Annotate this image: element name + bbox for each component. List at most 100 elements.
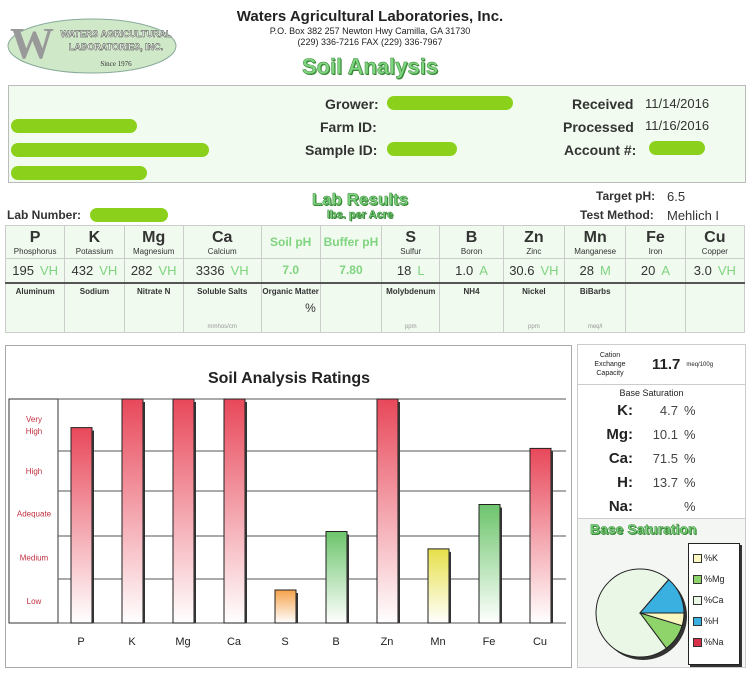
bar-Mg	[172, 398, 195, 624]
bar-S	[274, 589, 297, 624]
bar-shadow	[398, 402, 400, 623]
secondary-name: BiBarbs	[579, 286, 611, 296]
secondary-cell: Aluminum	[4, 281, 66, 333]
y-level-label: Low	[27, 597, 42, 606]
cec-label: Exchange	[594, 361, 626, 368]
farm-id-label: Farm ID:	[320, 119, 377, 135]
nutrient-value: 282	[130, 262, 153, 278]
legend-label: %H	[704, 616, 719, 626]
redacted-field	[11, 143, 209, 157]
bar-shadow	[296, 593, 298, 623]
bar-K	[121, 398, 144, 624]
nutrient-header: Ca Calcium	[182, 225, 262, 259]
nutrient-name: Magnesium	[133, 247, 175, 256]
element-value: 10.1	[652, 427, 678, 442]
processed-date: 11/16/2016	[645, 118, 710, 133]
lab-results-subtitle: lbs. per Acre	[326, 209, 394, 222]
nutrient-rating: VH	[230, 262, 249, 278]
bar-P	[70, 427, 93, 624]
base-saturation-row: H: 13.7%	[578, 474, 745, 498]
secondary-name: Soluble Salts	[197, 286, 248, 296]
element-value: 13.7	[652, 475, 678, 490]
sample-id-value	[387, 142, 457, 156]
test-method-label: Test Method:	[580, 208, 654, 222]
lab-number-label: Lab Number:	[7, 208, 82, 222]
nutrient-rating: A	[479, 262, 488, 278]
legend-swatch	[693, 595, 702, 605]
secondary-cell: NH4	[439, 281, 504, 333]
legend-item: %Na	[693, 635, 739, 649]
legend-item: %Ca	[693, 593, 739, 607]
nutrient-rating: L	[417, 262, 425, 278]
legend-label: %Mg	[704, 574, 725, 584]
legend-swatch	[693, 616, 702, 626]
legend-swatch	[693, 574, 702, 584]
grower-value	[387, 96, 513, 110]
secondary-unit: ppm	[528, 324, 540, 330]
secondary-cell: Sodium	[64, 281, 125, 333]
bar-Cu	[529, 447, 552, 624]
secondary-value: %	[305, 300, 316, 315]
soil-ratings-chart: Soil Analysis Ratings Low Medium Adequate Hi…	[5, 345, 572, 668]
base-saturation-row: K: 4.7%	[578, 402, 745, 426]
nutrient-rating: VH	[540, 262, 559, 278]
nutrient-value-cell: 28 M	[564, 258, 627, 283]
nutrient-header: Fe Iron	[625, 225, 686, 259]
logo-line2: LABORATORIES, INC.	[69, 42, 163, 52]
secondary-name: Aluminum	[15, 286, 55, 296]
y-level-label: High	[26, 467, 42, 476]
nutrient-value: 30.6	[509, 262, 535, 278]
nutrient-name: Phosphorus	[13, 247, 57, 256]
element-label: H:	[617, 474, 633, 491]
nutrient-value-cell: 30.6 VH	[502, 258, 566, 283]
nutrient-header: Cu Copper	[684, 225, 746, 259]
nutrient-value: 7.80	[339, 263, 363, 278]
x-tick-label: Mg	[175, 636, 190, 648]
lab-results-title: Lab Results	[311, 190, 409, 210]
secondary-unit: mmhos/cm	[207, 324, 237, 330]
legend-label: %Na	[704, 637, 724, 647]
element-label: Mg:	[606, 426, 633, 443]
nutrient-name: Boron	[460, 247, 483, 256]
nutrient-value: 7.0	[282, 263, 299, 278]
secondary-cell: BiBarbs meq/l	[564, 281, 627, 333]
cec-panel: Cation Exchange Capacity 11.7 meq/100g B…	[577, 344, 746, 527]
logo-letter: W	[10, 19, 54, 68]
nutrient-header: S Sulfur	[381, 225, 441, 259]
x-tick-label: Fe	[483, 636, 496, 648]
nutrient-name: Zinc	[526, 247, 542, 256]
y-level-label: Very	[26, 415, 42, 424]
company-address: P.O. Box 382 257 Newton Hwy Camilla, GA …	[269, 26, 471, 36]
nutrient-symbol: Fe	[646, 229, 665, 246]
nutrient-value: 20	[640, 262, 656, 278]
y-level-label: Medium	[20, 554, 49, 563]
nutrient-value-cell: 7.0	[260, 258, 321, 283]
legend-swatch	[693, 637, 702, 647]
bar-shadow	[551, 451, 553, 623]
element-label: Ca:	[608, 450, 633, 467]
secondary-unit: meq/l	[587, 324, 603, 330]
nutrient-header: P Phosphorus	[4, 225, 66, 259]
pie-legend: %K %Mg %Ca %H %Na	[688, 543, 740, 665]
nutrient-symbol: S	[405, 229, 417, 246]
secondary-cell	[319, 281, 383, 333]
nutrient-value-cell: 18 L	[381, 258, 441, 283]
nutrient-rating: VH	[717, 262, 736, 278]
bar-shadow	[245, 402, 247, 623]
secondary-cell: Nickel ppm	[502, 281, 566, 333]
bar-shadow	[92, 430, 94, 623]
secondary-cell: Organic Matter%	[260, 281, 321, 333]
bar-shadow	[347, 534, 349, 623]
x-tick-label: Zn	[381, 636, 394, 648]
element-value: 4.7	[659, 403, 678, 418]
bar-Mn	[427, 548, 450, 624]
nutrient-value-cell: 3.0 VH	[684, 258, 746, 283]
nutrient-header: Zn Zinc	[502, 225, 566, 259]
target-ph-value: 6.5	[667, 189, 686, 204]
element-label: K:	[617, 402, 633, 419]
nutrient-symbol: Mn	[583, 229, 607, 246]
nutrient-value-cell: 7.80	[319, 258, 383, 283]
percent-sign: %	[684, 403, 696, 418]
nutrient-symbol: Cu	[704, 229, 726, 246]
nutrient-value-cell: 432 VH	[64, 258, 125, 283]
